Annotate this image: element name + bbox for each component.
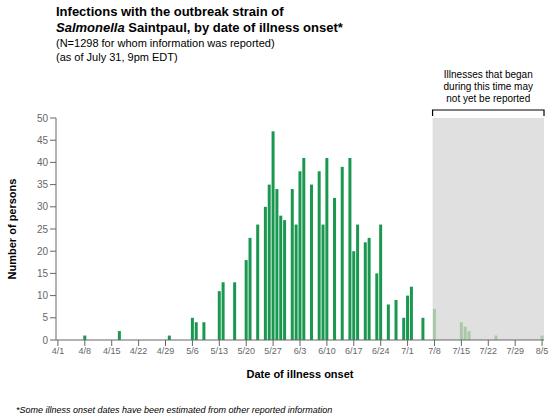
svg-text:7/1: 7/1 [401, 346, 414, 356]
svg-text:20: 20 [37, 246, 49, 257]
svg-text:10: 10 [37, 290, 49, 301]
svg-text:45: 45 [37, 135, 49, 146]
html-text:(N=1298 for whom information w: (N=1298 for whom information was reporte… [56, 37, 275, 49]
html-text:Salmonella Saintpaul, by date: Salmonella Saintpaul, by date of illness… [56, 20, 343, 35]
svg-text:4/29: 4/29 [157, 346, 175, 356]
svg-text:15: 15 [37, 268, 49, 279]
svg-text:5/6: 5/6 [186, 346, 199, 356]
svg-text:25: 25 [37, 224, 49, 235]
svg-text:5/13: 5/13 [211, 346, 229, 356]
svg-text:5/27: 5/27 [264, 346, 282, 356]
svg-text:4/15: 4/15 [103, 346, 121, 356]
svg-text:Number of persons: Number of persons [8, 179, 18, 280]
svg-text:5: 5 [42, 312, 48, 323]
svg-text:40: 40 [37, 157, 49, 168]
svg-text:0: 0 [42, 335, 48, 346]
svg-text:Date of illness onset: Date of illness onset [247, 368, 354, 380]
html-text:Infections with the outbreak s: Infections with the outbreak strain of [56, 4, 284, 19]
html-text:(as of July 31, 9pm EDT): (as of July 31, 9pm EDT) [56, 51, 178, 63]
svg-text:7/22: 7/22 [480, 346, 498, 356]
svg-text:35: 35 [37, 179, 49, 190]
svg-text:7/8: 7/8 [428, 346, 441, 356]
svg-text:50: 50 [37, 113, 49, 124]
svg-text:4/1: 4/1 [52, 346, 65, 356]
svg-text:6/3: 6/3 [294, 346, 307, 356]
svg-text:8/5: 8/5 [536, 346, 549, 356]
svg-text:6/10: 6/10 [318, 346, 336, 356]
svg-text:7/15: 7/15 [453, 346, 471, 356]
svg-text:7/29: 7/29 [506, 346, 524, 356]
svg-text:6/17: 6/17 [345, 346, 363, 356]
svg-text:6/24: 6/24 [372, 346, 390, 356]
svg-text:4/8: 4/8 [79, 346, 92, 356]
svg-text:5/20: 5/20 [237, 346, 255, 356]
svg-text:4/22: 4/22 [130, 346, 148, 356]
svg-text:30: 30 [37, 201, 49, 212]
html-text:*Some illness onset dates have: *Some illness onset dates have been esti… [16, 405, 333, 415]
svg-text:Illnesses that beganduring thi: Illnesses that beganduring this time may… [444, 69, 533, 104]
